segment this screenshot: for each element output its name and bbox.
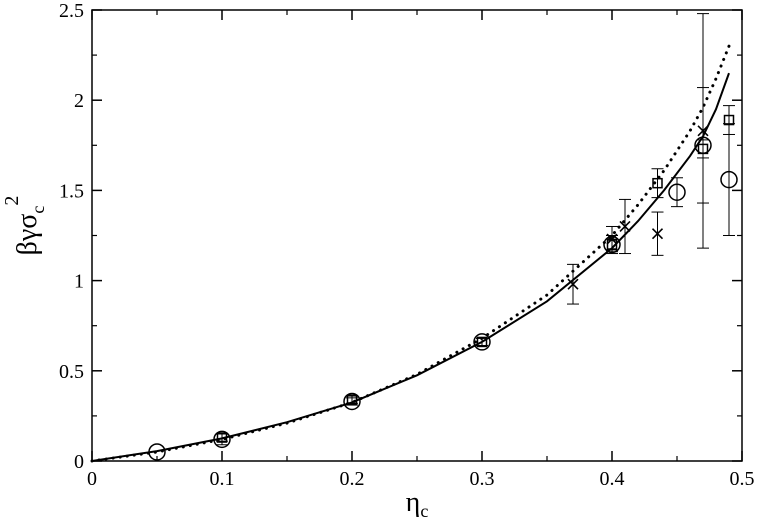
cross-marker	[619, 220, 631, 233]
square-point	[346, 394, 358, 405]
circle-marker	[473, 333, 491, 351]
cross-point	[619, 198, 631, 255]
data-markers	[148, 13, 738, 461]
y-axis-label: βγσc2	[1, 196, 48, 256]
x-tick-label: 0.1	[210, 468, 235, 490]
square-marker	[723, 114, 735, 126]
plot-frame	[91, 9, 743, 462]
dotted-curve	[90, 44, 731, 463]
y-tick-label: 2	[74, 90, 84, 112]
square-marker	[652, 177, 663, 189]
cross-point	[697, 13, 709, 249]
y-axis-label-subscript: c	[28, 206, 48, 214]
circle-marker	[148, 443, 166, 461]
square-point	[216, 432, 228, 443]
y-axis-label-main: βγσ	[12, 214, 43, 256]
square-marker	[216, 432, 228, 443]
y-tick-label: 1.5	[59, 180, 84, 202]
circle-point	[720, 123, 738, 236]
x-tick-label: 0.4	[600, 468, 625, 490]
svg-text:βγσc2: βγσc2	[1, 196, 48, 256]
cross-point	[651, 211, 664, 256]
square-marker	[476, 336, 488, 348]
square-marker	[346, 394, 358, 405]
x-axis-label-subscript: c	[420, 501, 428, 521]
y-tick-label: 0.5	[59, 361, 84, 383]
y-axis-label-superscript: 2	[1, 196, 23, 206]
cross-marker	[697, 125, 709, 137]
cross-marker	[651, 228, 664, 240]
axis-tick-labels: 0 0.1 0.2 0.3 0.4 0.5 0 0.5 1 1.5 2 2.5	[59, 0, 755, 490]
circle-point	[668, 177, 686, 208]
square-point	[476, 336, 488, 348]
model-curves	[90, 44, 731, 463]
cross-marker	[567, 278, 579, 290]
y-tick-label: 2.5	[59, 0, 84, 22]
square-point	[651, 168, 664, 199]
x-axis-label-main: η	[406, 487, 421, 518]
svg-text:ηc: ηc	[406, 487, 429, 521]
x-tick-label: 0.5	[730, 468, 755, 490]
circle-marker	[343, 392, 361, 411]
x-tick-label: 0	[87, 468, 97, 490]
cross-marker	[606, 233, 618, 245]
x-tick-label: 0.2	[340, 468, 365, 490]
square-point	[723, 105, 735, 135]
circle-marker	[720, 170, 738, 189]
circle-marker	[213, 430, 231, 449]
circle-marker	[668, 183, 686, 201]
plot-area: 0 0.1 0.2 0.3 0.4 0.5 0 0.5 1 1.5 2 2.5	[59, 0, 755, 490]
cross-point	[606, 225, 618, 253]
axis-ticks	[91, 9, 743, 462]
x-axis-label: ηc	[406, 487, 429, 521]
y-tick-label: 0	[74, 451, 84, 473]
x-tick-label: 0.3	[470, 468, 495, 490]
cross-point	[567, 263, 579, 305]
circle-point	[148, 443, 166, 461]
y-tick-label: 1	[74, 271, 84, 293]
solid-curve	[91, 72, 730, 462]
